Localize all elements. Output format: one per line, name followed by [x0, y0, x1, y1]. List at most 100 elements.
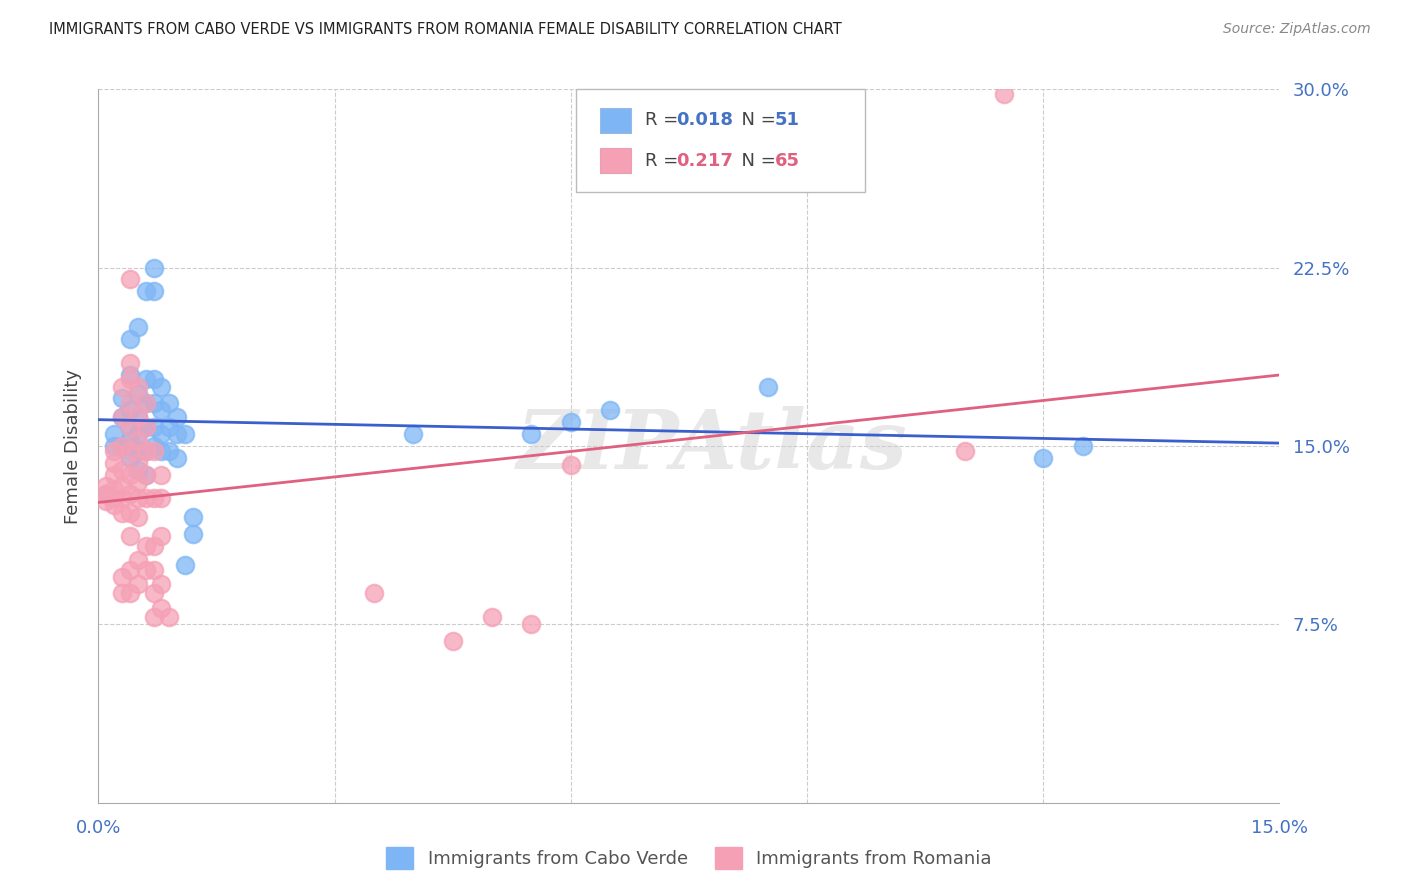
Point — [111, 410, 134, 425]
Legend: Immigrants from Cabo Verde, Immigrants from Romania: Immigrants from Cabo Verde, Immigrants f… — [378, 839, 1000, 876]
Point — [402, 427, 425, 442]
Point — [127, 510, 149, 524]
Point — [127, 491, 149, 506]
Point — [756, 379, 779, 393]
Point — [111, 570, 134, 584]
Point — [993, 87, 1015, 101]
Point — [127, 410, 149, 425]
Point — [127, 553, 149, 567]
Point — [142, 420, 165, 434]
Point — [135, 396, 157, 410]
Point — [103, 467, 125, 482]
Point — [142, 610, 165, 624]
Point — [111, 410, 134, 425]
Point — [96, 486, 118, 500]
Point — [111, 379, 134, 393]
Point — [127, 456, 149, 470]
Point — [174, 427, 197, 442]
Y-axis label: Female Disability: Female Disability — [63, 368, 82, 524]
Point — [1071, 439, 1094, 453]
Point — [142, 260, 165, 275]
Point — [118, 356, 141, 370]
Point — [166, 450, 188, 465]
Point — [150, 467, 173, 482]
Point — [96, 486, 118, 500]
Point — [118, 403, 141, 417]
Point — [96, 479, 118, 493]
Point — [111, 392, 134, 406]
Point — [150, 600, 173, 615]
Point — [157, 420, 180, 434]
Point — [142, 439, 165, 453]
Text: R =: R = — [645, 152, 685, 169]
Point — [174, 558, 197, 572]
Point — [118, 272, 141, 286]
Point — [111, 463, 134, 477]
Point — [118, 443, 141, 458]
Point — [953, 443, 976, 458]
Text: N =: N = — [730, 112, 782, 129]
Point — [135, 563, 157, 577]
Point — [103, 427, 125, 442]
Point — [127, 410, 149, 425]
Point — [150, 443, 173, 458]
Point — [127, 379, 149, 393]
Point — [135, 467, 157, 482]
Point — [142, 491, 165, 506]
Point — [135, 443, 157, 458]
Point — [118, 396, 141, 410]
Point — [142, 563, 165, 577]
Point — [118, 467, 141, 482]
Text: R =: R = — [645, 112, 685, 129]
Point — [142, 372, 165, 386]
Point — [157, 396, 180, 410]
Point — [127, 443, 149, 458]
Point — [103, 456, 125, 470]
Point — [127, 475, 149, 489]
Point — [150, 491, 173, 506]
Point — [150, 403, 173, 417]
Point — [127, 577, 149, 591]
Point — [441, 634, 464, 648]
Point — [103, 482, 125, 496]
Point — [157, 443, 180, 458]
Point — [363, 586, 385, 600]
Point — [135, 420, 157, 434]
Point — [150, 577, 173, 591]
Point — [150, 529, 173, 543]
Point — [111, 439, 134, 453]
Point — [111, 586, 134, 600]
Point — [135, 285, 157, 299]
Point — [118, 332, 141, 346]
Text: Source: ZipAtlas.com: Source: ZipAtlas.com — [1223, 22, 1371, 37]
Point — [127, 427, 149, 442]
Point — [560, 458, 582, 472]
Point — [118, 529, 141, 543]
Point — [142, 539, 165, 553]
Point — [166, 410, 188, 425]
Point — [150, 427, 173, 442]
Point — [135, 372, 157, 386]
Point — [118, 420, 141, 434]
Point — [142, 443, 165, 458]
Point — [127, 463, 149, 477]
Point — [599, 403, 621, 417]
Text: 0.018: 0.018 — [676, 112, 734, 129]
Point — [103, 491, 125, 506]
Point — [127, 320, 149, 334]
Text: 0.217: 0.217 — [676, 152, 733, 169]
Point — [118, 450, 141, 465]
Point — [157, 610, 180, 624]
Point — [135, 491, 157, 506]
Point — [127, 434, 149, 449]
Text: 51: 51 — [775, 112, 800, 129]
Point — [118, 368, 141, 382]
Point — [135, 443, 157, 458]
Point — [111, 491, 134, 506]
Point — [111, 479, 134, 493]
Point — [135, 420, 157, 434]
Point — [166, 427, 188, 442]
Point — [142, 586, 165, 600]
Point — [142, 285, 165, 299]
Point — [142, 396, 165, 410]
